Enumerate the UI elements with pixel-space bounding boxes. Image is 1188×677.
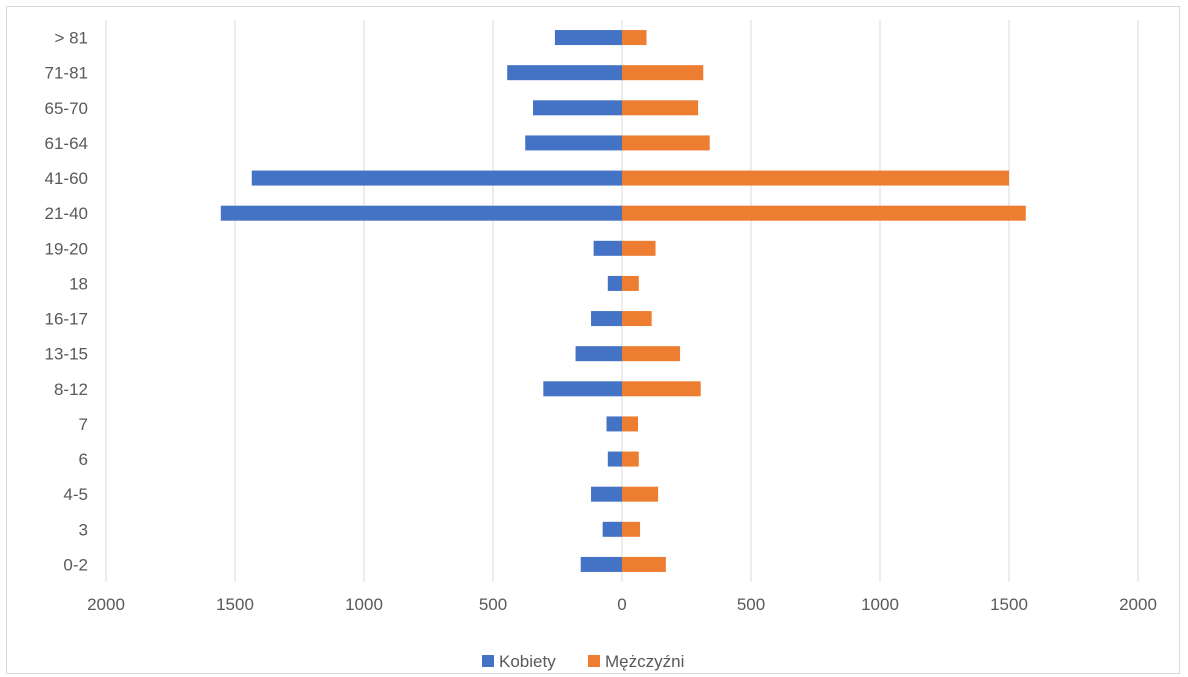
y-tick-label: 18 — [69, 274, 88, 293]
y-tick-label: 0-2 — [63, 555, 88, 574]
bar-mezczyzni — [622, 30, 647, 46]
y-tick-label: 7 — [79, 415, 88, 434]
legend-swatch-mezczyzni — [588, 655, 600, 667]
bar-mezczyzni — [622, 170, 1009, 186]
legend-label-kobiety: Kobiety — [499, 652, 556, 671]
legend: Kobiety Mężczyźni — [482, 652, 684, 671]
y-tick-label: 16-17 — [45, 310, 88, 329]
bar-kobiety — [602, 521, 622, 537]
bar-kobiety — [525, 135, 622, 151]
bar-mezczyzni — [622, 135, 710, 151]
bar-kobiety — [507, 65, 622, 81]
y-tick-label: 3 — [79, 520, 88, 539]
y-tick-label: 13-15 — [45, 345, 88, 364]
y-tick-label: 4-5 — [63, 485, 88, 504]
bar-kobiety — [607, 275, 622, 291]
bar-kobiety — [580, 556, 622, 572]
legend-swatch-kobiety — [482, 655, 494, 667]
bar-kobiety — [220, 205, 622, 221]
x-tick-label: 1000 — [861, 595, 899, 614]
x-tick-label: 500 — [737, 595, 765, 614]
bar-mezczyzni — [622, 65, 704, 81]
y-tick-label: 6 — [79, 450, 88, 469]
bar-mezczyzni — [622, 311, 652, 327]
y-tick-label: 71-81 — [45, 64, 88, 83]
bar-mezczyzni — [622, 416, 638, 432]
bar-kobiety — [543, 381, 622, 397]
y-tick-label: > 81 — [54, 29, 88, 48]
bar-kobiety — [575, 346, 622, 362]
bar-mezczyzni — [622, 556, 666, 572]
y-tick-label: 61-64 — [45, 134, 88, 153]
y-tick-label: 41-60 — [45, 169, 88, 188]
bar-mezczyzni — [622, 240, 656, 256]
x-tick-label: 500 — [479, 595, 507, 614]
legend-label-mezczyzni: Mężczyźni — [605, 652, 684, 671]
bars — [220, 30, 1026, 572]
y-tick-label: 21-40 — [45, 204, 88, 223]
bar-kobiety — [591, 486, 622, 502]
x-tick-label: 0 — [617, 595, 626, 614]
bar-kobiety — [251, 170, 622, 186]
x-tick-label: 1500 — [216, 595, 254, 614]
y-tick-label: 8-12 — [54, 380, 88, 399]
bar-mezczyzni — [622, 275, 639, 291]
gridlines — [105, 20, 1139, 582]
bar-mezczyzni — [622, 486, 659, 502]
x-axis-labels: 2000 1500 1000 500 0 500 1000 1500 2000 — [87, 595, 1157, 614]
bar-mezczyzni — [622, 346, 681, 362]
bar-mezczyzni — [622, 381, 701, 397]
bar-kobiety — [607, 451, 622, 467]
bar-mezczyzni — [622, 205, 1026, 221]
bar-kobiety — [554, 30, 622, 46]
bar-kobiety — [532, 100, 622, 116]
x-tick-label: 2000 — [87, 595, 125, 614]
x-tick-label: 1500 — [990, 595, 1028, 614]
bar-mezczyzni — [622, 451, 639, 467]
x-tick-label: 1000 — [345, 595, 383, 614]
y-tick-label: 19-20 — [45, 239, 88, 258]
bar-kobiety — [591, 311, 622, 327]
y-tick-label: 65-70 — [45, 99, 88, 118]
x-tick-label: 2000 — [1119, 595, 1157, 614]
bar-mezczyzni — [622, 521, 641, 537]
bar-mezczyzni — [622, 100, 699, 116]
y-axis-labels: 0-2 3 4-5 6 7 8-12 13-15 16-17 18 19-20 21-40 41-60… — [45, 29, 88, 575]
bar-kobiety — [593, 240, 622, 256]
bar-kobiety — [606, 416, 622, 432]
